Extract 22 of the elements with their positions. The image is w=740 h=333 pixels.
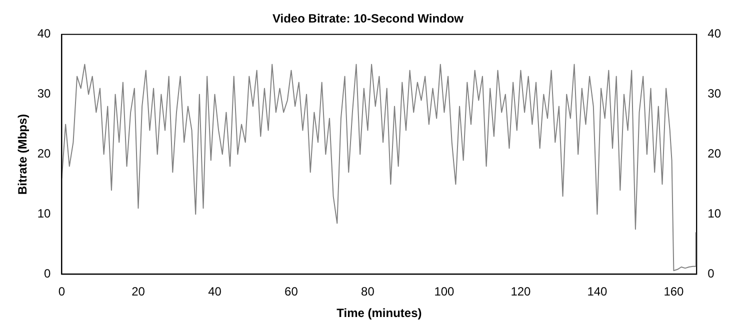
y2-tick-label: 40 <box>708 26 722 41</box>
x-tick-label: 40 <box>208 284 222 299</box>
x-tick-label: 80 <box>361 284 375 299</box>
y2-tick-label: 10 <box>708 206 722 221</box>
x-tick-label: 100 <box>434 284 455 299</box>
x-axis-title: Time (minutes) <box>336 306 422 320</box>
y-tick-label: 40 <box>37 26 52 41</box>
x-tick-label: 140 <box>587 284 608 299</box>
y-tick-label: 10 <box>37 206 52 221</box>
y-tick-label: 30 <box>37 86 52 101</box>
y2-tick-label: 20 <box>708 146 722 161</box>
y2-tick-label: 30 <box>708 86 722 101</box>
x-tick-label: 60 <box>284 284 298 299</box>
x-tick-label: 0 <box>58 284 66 299</box>
y-axis-title: Bitrate (Mbps) <box>16 114 30 195</box>
x-tick-label: 120 <box>510 284 532 299</box>
x-tick-label: 160 <box>664 284 684 299</box>
y-tick-label: 0 <box>44 266 52 281</box>
chart-title: Video Bitrate: 10-Second Window <box>272 12 464 26</box>
y-tick-label: 20 <box>37 146 52 161</box>
y2-tick-label: 0 <box>708 266 715 281</box>
x-tick-label: 20 <box>132 284 146 299</box>
